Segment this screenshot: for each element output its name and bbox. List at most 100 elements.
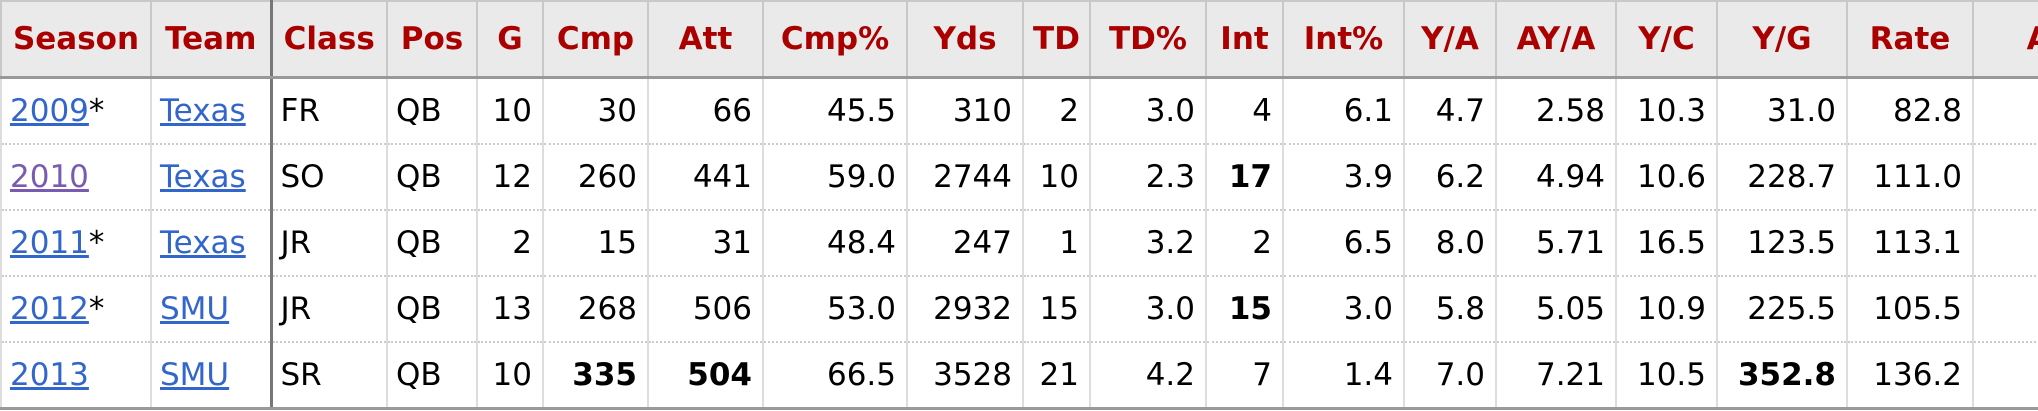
stat-cell: 12 xyxy=(476,144,544,211)
stat-cell: 31.0 xyxy=(1716,77,1848,145)
stat-cell: 352.8 xyxy=(1716,342,1848,410)
stat-cell: 506 xyxy=(647,276,764,343)
season-note: * xyxy=(88,225,105,261)
stat-cell: 1 xyxy=(1022,210,1091,277)
stat-cell: 10.5 xyxy=(1615,342,1718,410)
stat-cell: 5.8 xyxy=(1403,276,1497,343)
stat-bold: 352.8 xyxy=(1737,357,1836,393)
season-note: * xyxy=(88,291,105,327)
team-link[interactable]: Texas xyxy=(160,225,246,261)
column-header: Y/C xyxy=(1615,0,1718,79)
season-cell: 2010 xyxy=(0,144,152,211)
team-cell: Texas xyxy=(150,144,273,211)
stat-cell: 113.1 xyxy=(1846,210,1974,277)
season-cell: 2013 xyxy=(0,342,152,410)
season-link[interactable]: 2013 xyxy=(10,357,89,393)
awards-cell xyxy=(1972,144,2038,211)
stat-cell: 30 xyxy=(542,77,649,145)
stat-cell: 3528 xyxy=(906,342,1024,410)
stat-cell: 441 xyxy=(647,144,764,211)
column-header: Int xyxy=(1205,0,1284,79)
stat-cell: 45.5 xyxy=(762,77,908,145)
stat-cell: 5.71 xyxy=(1495,210,1617,277)
stat-cell: 2.3 xyxy=(1089,144,1207,211)
data-row: 2010 Texas SO QB 12 260 441 59.0 2744 10 2.3 17 3.9 6… xyxy=(0,144,2038,211)
stat-cell: 3.0 xyxy=(1089,77,1207,145)
stat-cell: QB xyxy=(386,210,478,277)
header-row: Season Team Class Pos G Cmp Att Cmp% Yds TD TD% Int… xyxy=(0,0,2038,79)
table-body: 2009* Texas FR QB 10 30 66 45.5 310 2 3.0 4 6.1 4.7 2.… xyxy=(0,77,2038,410)
stat-cell: 3.9 xyxy=(1282,144,1405,211)
awards-cell xyxy=(1972,276,2038,343)
stat-cell: SR xyxy=(270,342,388,410)
data-row: 2009* Texas FR QB 10 30 66 45.5 310 2 3.0 4 6.1 4.7 2.… xyxy=(0,77,2038,145)
stat-cell: 2932 xyxy=(906,276,1024,343)
column-header: Int% xyxy=(1282,0,1405,79)
stat-cell: 123.5 xyxy=(1716,210,1848,277)
season-cell: 2012* xyxy=(0,276,152,343)
stat-bold: 504 xyxy=(687,357,752,393)
season-note: * xyxy=(88,93,105,129)
stat-cell: 4.2 xyxy=(1089,342,1207,410)
awards-cell xyxy=(1972,77,2038,145)
stat-cell: 2744 xyxy=(906,144,1024,211)
stat-bold: 335 xyxy=(572,357,637,393)
stat-cell: QB xyxy=(386,77,478,145)
data-row: 2011* Texas JR QB 2 15 31 48.4 247 1 3.2 2 6.5 8.0 5.7… xyxy=(0,210,2038,277)
awards-cell xyxy=(1972,210,2038,277)
stat-cell: 8.0 xyxy=(1403,210,1497,277)
team-cell: SMU xyxy=(150,342,273,410)
column-header: Yds xyxy=(906,0,1024,79)
data-row: 2012* SMU JR QB 13 268 506 53.0 2932 15 3.0 15 3.0 5.… xyxy=(0,276,2038,343)
stat-cell: 335 xyxy=(542,342,649,410)
stat-cell: 66.5 xyxy=(762,342,908,410)
column-header: TD xyxy=(1022,0,1091,79)
stat-cell: 5.05 xyxy=(1495,276,1617,343)
column-header: Cmp xyxy=(542,0,649,79)
stat-cell: 31 xyxy=(647,210,764,277)
stat-cell: 2 xyxy=(476,210,544,277)
stat-cell: 136.2 xyxy=(1846,342,1974,410)
team-link[interactable]: SMU xyxy=(160,291,230,327)
stat-cell: 1.4 xyxy=(1282,342,1405,410)
column-header: AY/A xyxy=(1495,0,1617,79)
stat-cell: 16.5 xyxy=(1615,210,1718,277)
column-header: Att xyxy=(647,0,764,79)
team-link[interactable]: Texas xyxy=(160,93,246,129)
stat-cell: 3.0 xyxy=(1089,276,1207,343)
column-header: TD% xyxy=(1089,0,1207,79)
column-header: Rate xyxy=(1846,0,1974,79)
data-row: 2013 SMU SR QB 10 335 504 66.5 3528 21 4.2 7 1.4 7.0 7… xyxy=(0,342,2038,410)
season-link[interactable]: 2011 xyxy=(10,225,89,261)
table-head: Season Team Class Pos G Cmp Att Cmp% Yds TD TD% Int… xyxy=(0,0,2038,79)
stat-cell: QB xyxy=(386,144,478,211)
team-link[interactable]: SMU xyxy=(160,357,230,393)
stat-cell: 66 xyxy=(647,77,764,145)
stat-bold: 15 xyxy=(1228,291,1272,327)
stat-cell: 247 xyxy=(906,210,1024,277)
season-link[interactable]: 2012 xyxy=(10,291,89,327)
stat-cell: 82.8 xyxy=(1846,77,1974,145)
stat-cell: QB xyxy=(386,276,478,343)
season-link[interactable]: 2010 xyxy=(10,159,89,195)
stat-cell: 6.1 xyxy=(1282,77,1405,145)
column-header: Aw xyxy=(1972,0,2038,79)
season-cell: 2009* xyxy=(0,77,152,145)
team-link[interactable]: Texas xyxy=(160,159,246,195)
stat-cell: 10.3 xyxy=(1615,77,1718,145)
stat-cell: 7 xyxy=(1205,342,1284,410)
column-header: Season xyxy=(0,0,152,79)
stat-cell: 21 xyxy=(1022,342,1091,410)
column-header: Cmp% xyxy=(762,0,908,79)
stat-cell: 310 xyxy=(906,77,1024,145)
season-link[interactable]: 2009 xyxy=(10,93,89,129)
stat-cell: 10.9 xyxy=(1615,276,1718,343)
stat-cell: 53.0 xyxy=(762,276,908,343)
stat-cell: QB xyxy=(386,342,478,410)
awards-cell xyxy=(1972,342,2038,410)
stat-cell: 13 xyxy=(476,276,544,343)
stat-cell: 10.6 xyxy=(1615,144,1718,211)
stat-cell: 10 xyxy=(1022,144,1091,211)
column-header: Team xyxy=(150,0,273,79)
